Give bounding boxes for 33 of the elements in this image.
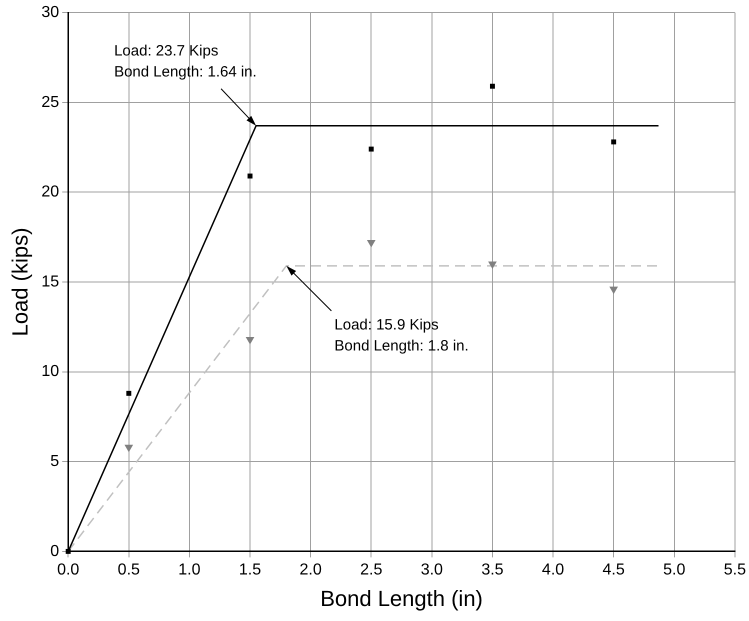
point: [366, 240, 376, 248]
y-tick-label: 10: [41, 363, 60, 380]
x-axis-title: Bond Length (in): [320, 586, 483, 611]
y-tick-label: 30: [41, 4, 60, 22]
point: [248, 174, 252, 179]
x-tick-label: 4.5: [602, 561, 625, 578]
annotation: Load: 15.9 Kips Bond Length: 1.8 in.: [334, 316, 469, 354]
x-tick-label: 0.0: [57, 561, 80, 578]
x-tick-label: 1.0: [178, 561, 201, 578]
point: [246, 336, 254, 344]
y-tick-label: 15: [41, 273, 60, 290]
x-tick-label: 2.5: [360, 561, 382, 578]
x-tick-label: 2.0: [300, 561, 322, 578]
x-tick-label: 3.5: [481, 561, 504, 578]
y-tick-label: 20: [41, 184, 60, 201]
x-tick-label: 1.5: [238, 561, 262, 578]
point: [490, 84, 495, 89]
x-tick-label: 5.5: [724, 561, 746, 578]
x-tick-label: 4.0: [542, 561, 564, 578]
point: [124, 444, 134, 452]
y-tick-label: 0: [50, 542, 60, 560]
annotation: Load: 23.7 Kips Bond Length: 1.64 in.: [114, 42, 257, 80]
point: [609, 286, 618, 294]
point: [126, 390, 132, 396]
point: [488, 262, 497, 270]
point: [368, 146, 374, 152]
x-tick-label: 5.0: [663, 561, 686, 578]
y-tick-label: 25: [41, 94, 60, 111]
x-tick-label: 3.0: [420, 561, 444, 578]
point: [611, 139, 616, 144]
y-tick-label: 5: [50, 453, 60, 470]
x-tick-label: 0.5: [118, 561, 140, 578]
y-axis-title: Load (kips): [7, 228, 32, 336]
